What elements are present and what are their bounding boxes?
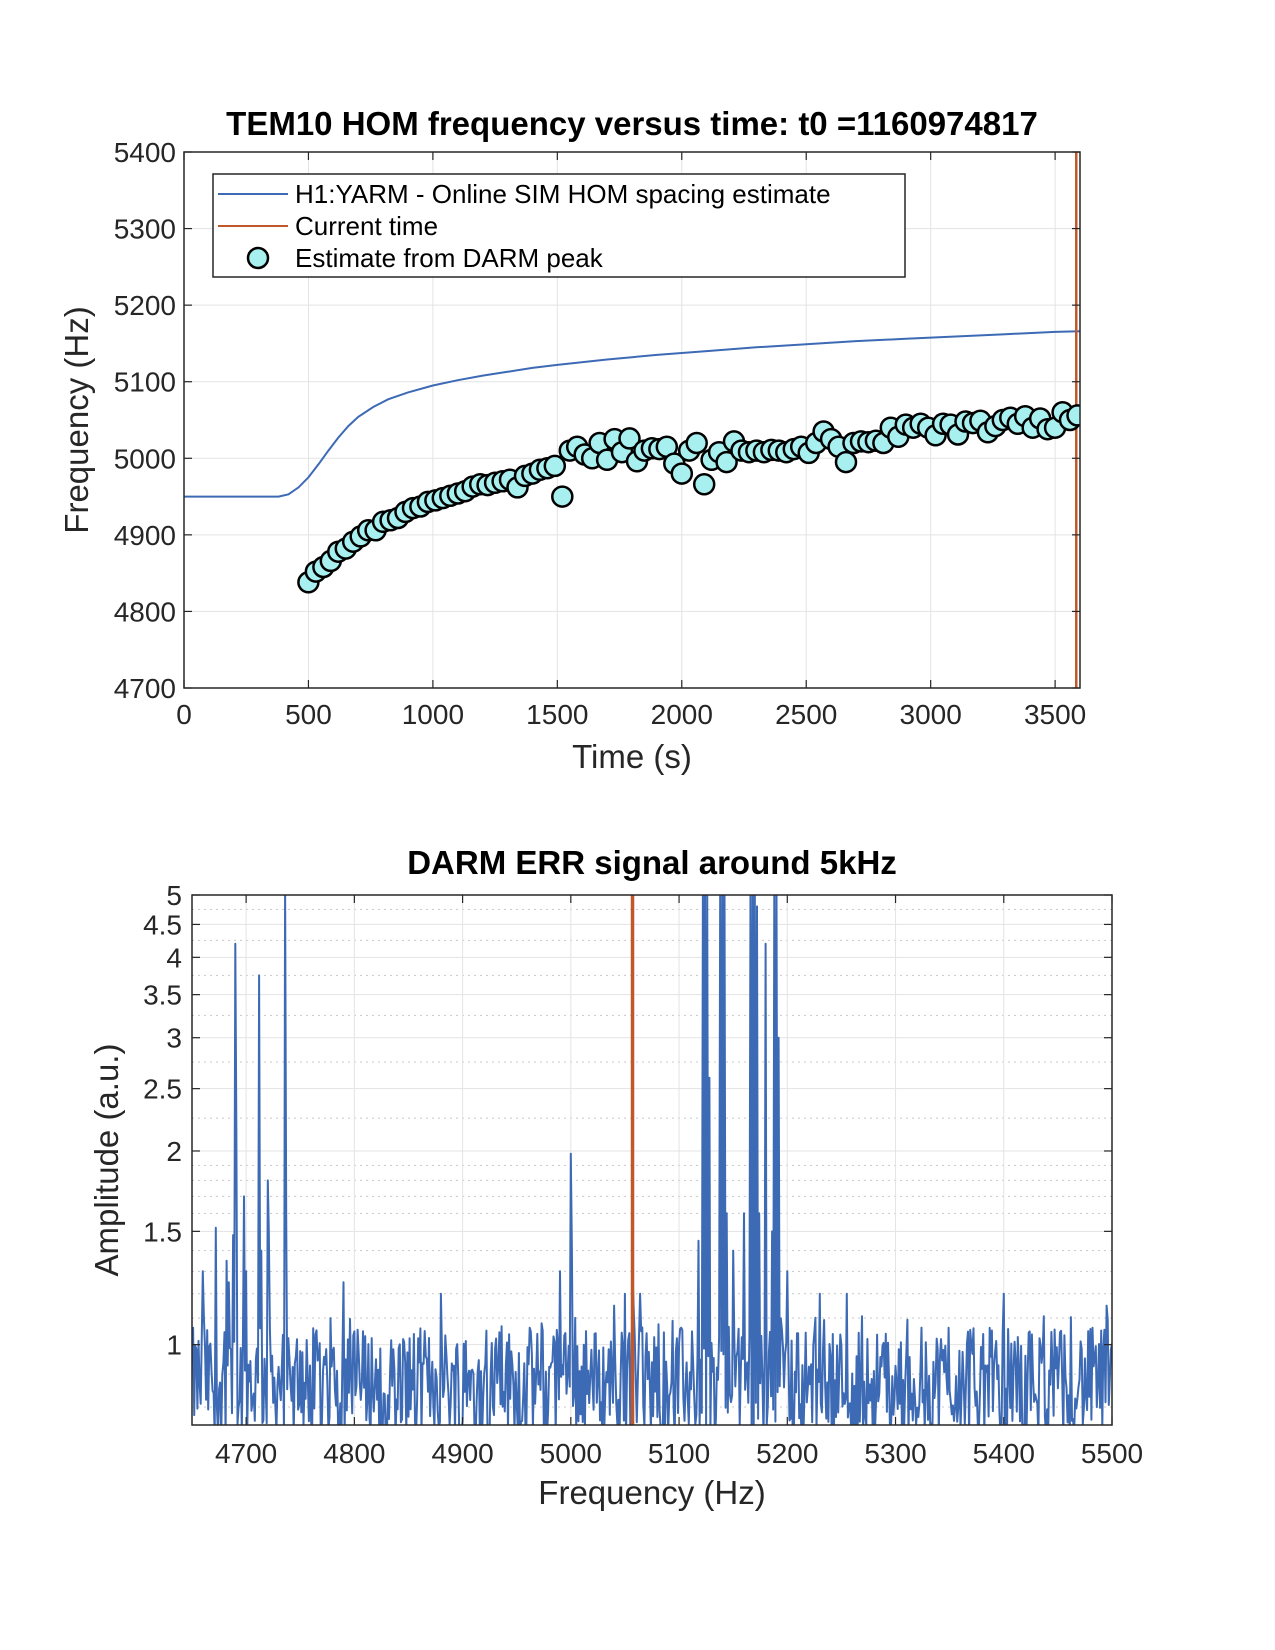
bottom-x-tick-label: 5400 <box>973 1438 1035 1469</box>
top-chart-title: TEM10 HOM frequency versus time: t0 =116… <box>226 105 1038 142</box>
bottom-chart-title: DARM ERR signal around 5kHz <box>407 844 897 881</box>
top-y-tick-label: 5000 <box>114 443 176 474</box>
bottom-x-tick-label: 4800 <box>323 1438 385 1469</box>
bottom-x-tick-label: 5500 <box>1081 1438 1143 1469</box>
bottom-y-tick-label: 1.5 <box>143 1216 182 1247</box>
top-y-tick-label: 5400 <box>114 137 176 168</box>
legend-marker-darm <box>246 246 270 270</box>
legend-box <box>212 173 906 278</box>
top-y-tick-label: 5300 <box>114 214 176 245</box>
bottom-axes-box <box>191 894 1113 1426</box>
bottom-chart: 4700 4800 4900 5000 5100 5200 5300 5400 5500 1 1.5… <box>88 844 1143 1511</box>
top-x-tick-label: 1500 <box>526 699 588 730</box>
top-y-tick-label: 5100 <box>114 367 176 398</box>
bottom-ticks: 4700 4800 4900 5000 5100 5200 5300 5400 5500 1 1.5… <box>143 880 1143 1469</box>
darm-estimate-point <box>543 454 567 478</box>
bottom-y-tick-label: 5 <box>166 880 182 911</box>
bottom-plot-area <box>192 895 1112 1425</box>
top-y-tick-label: 5200 <box>114 290 176 321</box>
bottom-y-tick-label: 4.5 <box>143 909 182 940</box>
bottom-y-tick-label: 3.5 <box>143 980 182 1011</box>
top-ticks: 0 500 1000 1500 2000 2500 3000 3500 4700 4800 4900… <box>114 137 1087 730</box>
bottom-y-axis-label: Amplitude (a.u.) <box>88 1044 125 1277</box>
top-y-tick-label: 4900 <box>114 520 176 551</box>
bottom-x-tick-label: 4900 <box>431 1438 493 1469</box>
bottom-x-axis-label: Frequency (Hz) <box>538 1474 765 1511</box>
legend-label-current-time: Current time <box>295 211 438 241</box>
top-plot-content <box>184 152 1080 688</box>
top-y-axis-label: Frequency (Hz) <box>58 306 95 533</box>
darm-estimate-point <box>1066 404 1080 427</box>
bottom-x-tick-label: 5200 <box>756 1438 818 1469</box>
top-axes-box <box>183 151 1081 689</box>
top-y-tick-label: 4700 <box>114 673 176 704</box>
bottom-x-tick-label: 4700 <box>215 1438 277 1469</box>
legend-label-sim: H1:YARM - Online SIM HOM spacing estimat… <box>295 179 831 209</box>
darm-spectrum-line <box>192 895 1112 1425</box>
top-x-tick-label: 3000 <box>900 699 962 730</box>
bottom-plot-content <box>192 895 1112 1425</box>
top-legend: H1:YARM - Online SIM HOM spacing estimat… <box>212 173 906 278</box>
sim-hom-line <box>184 330 1080 498</box>
top-x-axis-label: Time (s) <box>572 738 692 775</box>
darm-estimate-point <box>715 450 738 474</box>
top-chart: 0 500 1000 1500 2000 2500 3000 3500 4700 4800 4900… <box>58 105 1087 775</box>
darm-estimate-point <box>551 485 574 508</box>
top-x-tick-label: 1000 <box>402 699 464 730</box>
bottom-x-tick-label: 5100 <box>648 1438 710 1469</box>
bottom-y-tick-label: 2.5 <box>143 1074 182 1105</box>
bottom-x-tick-label: 5300 <box>864 1438 926 1469</box>
top-x-tick-label: 2000 <box>651 699 713 730</box>
top-x-tick-label: 500 <box>285 699 332 730</box>
darm-estimate-point <box>834 450 858 474</box>
darm-estimate-point <box>692 473 716 496</box>
darm-estimate-point <box>670 462 694 485</box>
darm-estimate-point <box>618 427 641 450</box>
bottom-y-tick-label: 4 <box>166 942 182 973</box>
bottom-y-tick-label: 2 <box>166 1136 182 1167</box>
top-x-tick-label: 2500 <box>775 699 837 730</box>
darm-estimate-point <box>685 431 708 455</box>
legend-label-darm: Estimate from DARM peak <box>295 243 604 273</box>
bottom-y-tick-label: 3 <box>166 1023 182 1054</box>
top-x-tick-label: 0 <box>176 699 192 730</box>
top-y-tick-label: 4800 <box>114 596 176 627</box>
top-x-tick-label: 3500 <box>1024 699 1086 730</box>
bottom-x-tick-label: 5000 <box>540 1438 602 1469</box>
bottom-y-tick-label: 1 <box>166 1330 182 1361</box>
